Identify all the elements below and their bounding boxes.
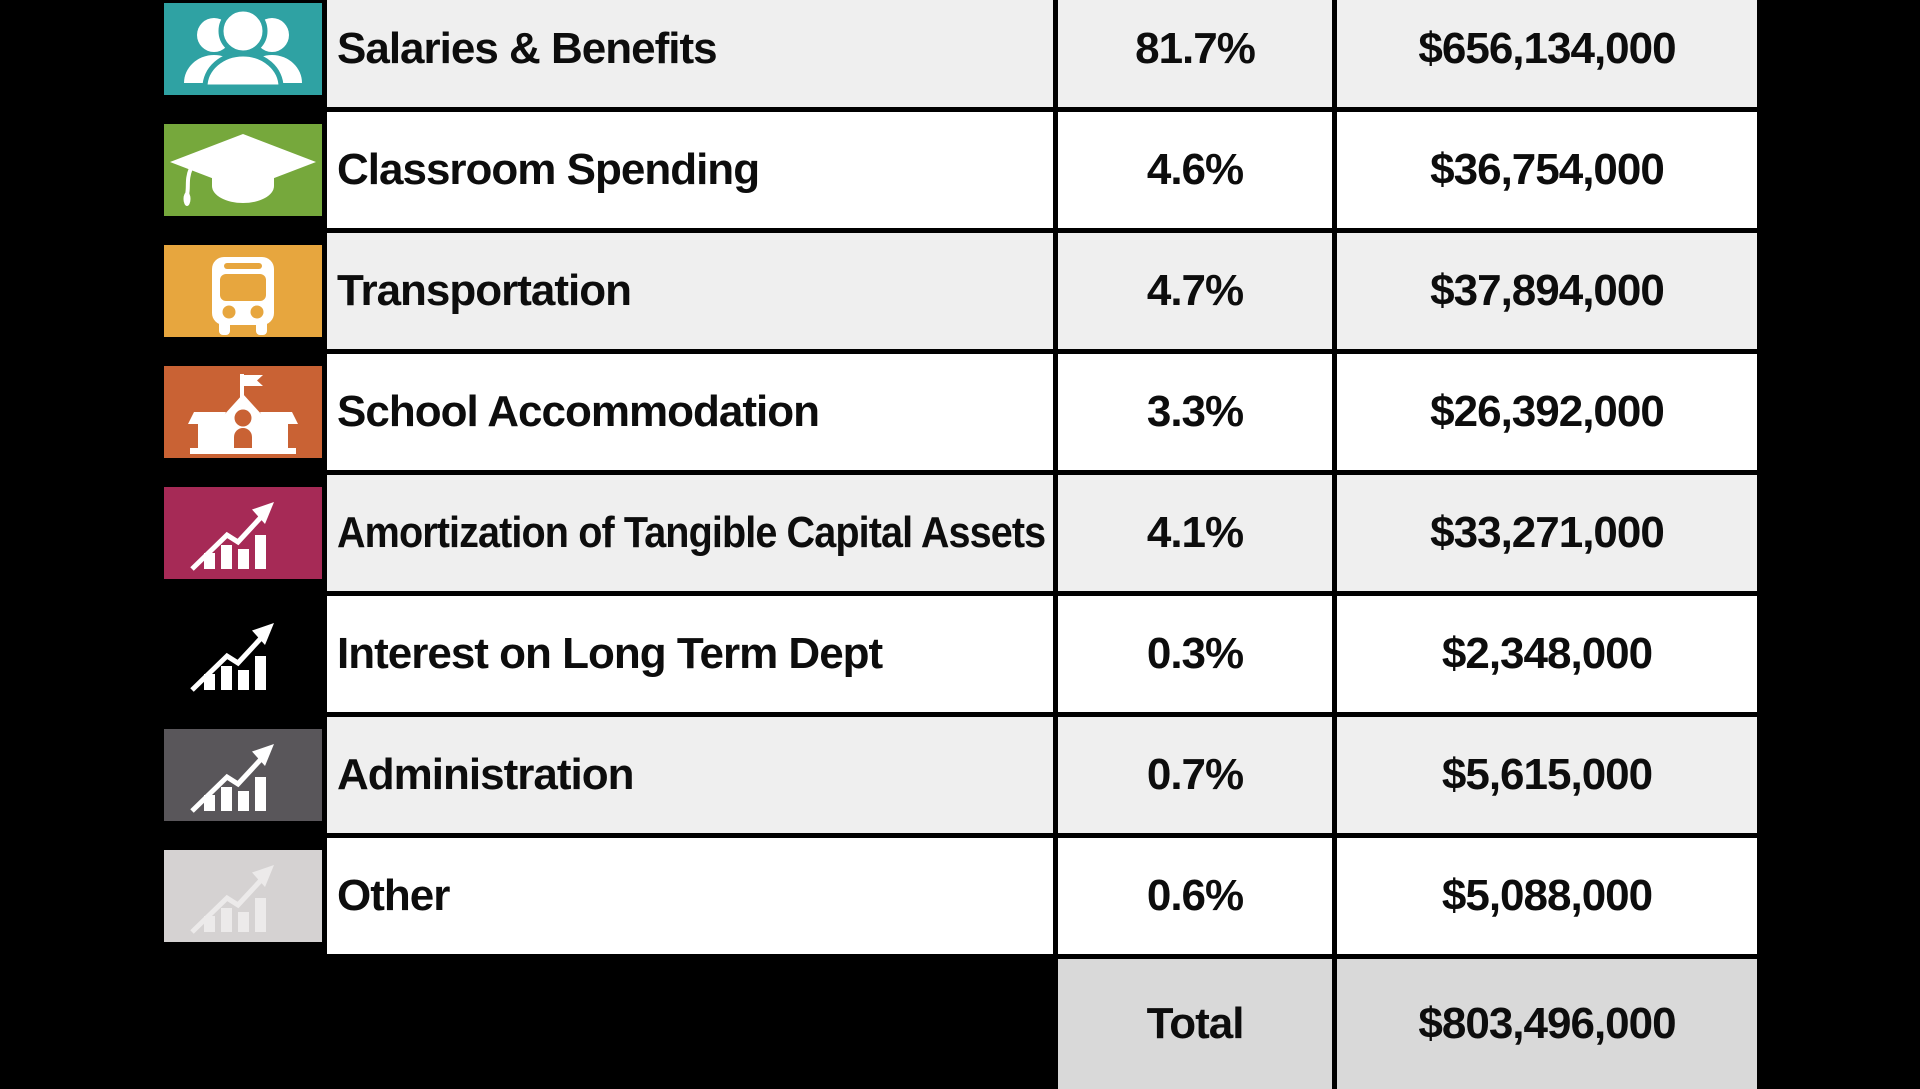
category-label-cell: School Accommodation	[327, 354, 1053, 470]
amount-value: $37,894,000	[1430, 266, 1665, 315]
percent-value: 3.3%	[1146, 387, 1244, 436]
category-label: Administration	[337, 750, 634, 799]
category-label-cell: Interest on Long Term Dept	[327, 596, 1053, 712]
percent-cell: 0.3%	[1058, 596, 1332, 712]
amount-value: $36,754,000	[1430, 145, 1665, 194]
table-row: Other 0.6% $5,088,000	[164, 838, 1757, 954]
percent-cell: 0.7%	[1058, 717, 1332, 833]
amount-value: $656,134,000	[1418, 24, 1676, 73]
category-label: Salaries & Benefits	[337, 24, 718, 73]
percent-value: 0.6%	[1146, 871, 1244, 920]
category-label-cell: Amortization of Tangible Capital Assets	[327, 475, 1053, 591]
percent-cell: 4.7%	[1058, 233, 1332, 349]
amount-cell: $656,134,000	[1337, 0, 1757, 107]
table-row: Amortization of Tangible Capital Assets …	[164, 475, 1757, 591]
budget-table: Salaries & Benefits 81.7% $656,134,000 C…	[164, 0, 1757, 1089]
category-label: Other	[337, 871, 450, 920]
percent-cell: 4.6%	[1058, 112, 1332, 228]
category-label-cell: Transportation	[327, 233, 1053, 349]
total-label-cell: Total	[1058, 959, 1332, 1089]
amount-cell: $5,615,000	[1337, 717, 1757, 833]
amount-value: $26,392,000	[1430, 387, 1665, 436]
table-row: Administration 0.7% $5,615,000	[164, 717, 1757, 833]
category-label-cell: Classroom Spending	[327, 112, 1053, 228]
amount-cell: $36,754,000	[1337, 112, 1757, 228]
percent-value: 0.7%	[1146, 750, 1244, 799]
category-label-cell: Other	[327, 838, 1053, 954]
percent-cell: 0.6%	[1058, 838, 1332, 954]
percent-cell: 4.1%	[1058, 475, 1332, 591]
total-row: Total $803,496,000	[164, 959, 1757, 1089]
amount-value: $5,615,000	[1441, 750, 1653, 799]
category-label: Classroom Spending	[337, 145, 760, 194]
percent-value: 4.7%	[1146, 266, 1244, 315]
amount-cell: $33,271,000	[1337, 475, 1757, 591]
table-row: Interest on Long Term Dept 0.3% $2,348,0…	[164, 596, 1757, 712]
amount-cell: $37,894,000	[1337, 233, 1757, 349]
graduation-cap-icon	[164, 124, 322, 216]
amount-value: $33,271,000	[1430, 508, 1665, 557]
school-icon	[164, 366, 322, 458]
category-label: Amortization of Tangible Capital Assets	[337, 508, 1046, 557]
table-row: Salaries & Benefits 81.7% $656,134,000	[164, 0, 1757, 107]
category-label: Transportation	[337, 266, 632, 315]
growth-chart-icon	[164, 487, 322, 579]
percent-value: 81.7%	[1135, 24, 1256, 73]
category-label: Interest on Long Term Dept	[337, 629, 883, 678]
total-amount-cell: $803,496,000	[1337, 959, 1757, 1089]
total-icon-spacer	[164, 978, 322, 1070]
amount-value: $2,348,000	[1441, 629, 1653, 678]
table-row: Classroom Spending 4.6% $36,754,000	[164, 112, 1757, 228]
amount-cell: $2,348,000	[1337, 596, 1757, 712]
total-amount: $803,496,000	[1418, 999, 1676, 1048]
percent-value: 4.6%	[1146, 145, 1244, 194]
percent-value: 0.3%	[1146, 629, 1244, 678]
total-label: Total	[1146, 999, 1245, 1048]
people-icon	[164, 3, 322, 95]
percent-cell: 3.3%	[1058, 354, 1332, 470]
amount-value: $5,088,000	[1441, 871, 1653, 920]
category-label: School Accommodation	[337, 387, 820, 436]
growth-chart-icon	[164, 608, 322, 700]
category-label-cell: Administration	[327, 717, 1053, 833]
bus-icon	[164, 245, 322, 337]
amount-cell: $5,088,000	[1337, 838, 1757, 954]
percent-value: 4.1%	[1146, 508, 1244, 557]
percent-cell: 81.7%	[1058, 0, 1332, 107]
growth-chart-icon	[164, 729, 322, 821]
growth-chart-icon	[164, 850, 322, 942]
total-label-spacer	[327, 959, 1053, 1089]
category-label-cell: Salaries & Benefits	[327, 0, 1053, 107]
table-row: Transportation 4.7% $37,894,000	[164, 233, 1757, 349]
amount-cell: $26,392,000	[1337, 354, 1757, 470]
table-row: School Accommodation 3.3% $26,392,000	[164, 354, 1757, 470]
